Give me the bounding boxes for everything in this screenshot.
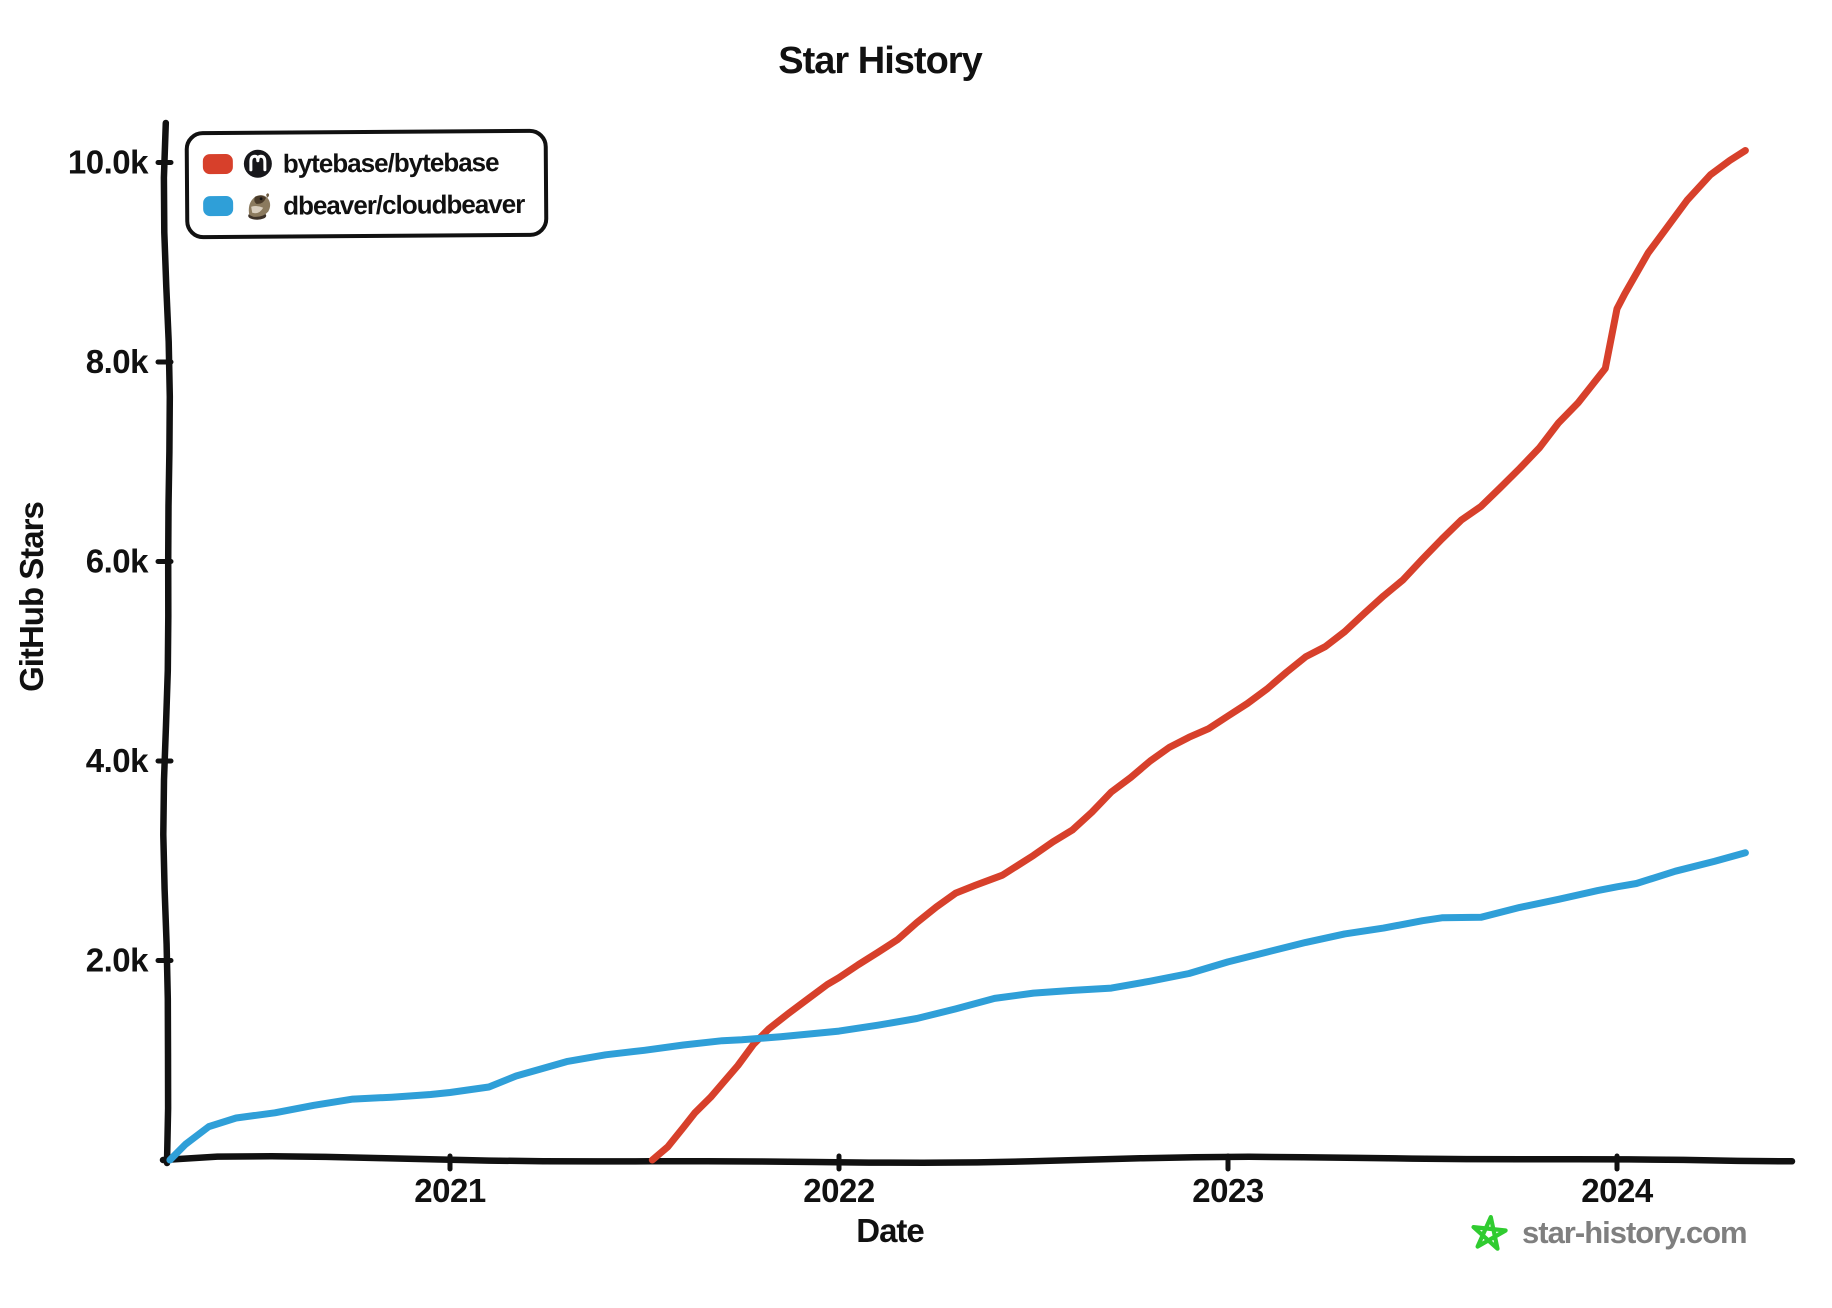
chart-title: Star History [778, 40, 982, 82]
x-axis-line [159, 1153, 1796, 1167]
y-tick-label: 4.0k [86, 742, 149, 779]
y-axis-label: GitHub Stars [13, 502, 50, 692]
legend-swatch-blue [203, 195, 234, 217]
watermark: star-history.com [1468, 1212, 1748, 1254]
series-line-bytebase [648, 147, 1749, 1164]
star-logo-path [1471, 1215, 1508, 1251]
y-tick-label: 8.0k [86, 343, 149, 380]
x-tick-label: 2024 [1581, 1172, 1654, 1209]
legend-box: bytebase/bytebase dbeaver/cloudbeaver [184, 128, 549, 240]
x-tick-label: 2021 [414, 1172, 486, 1209]
legend-swatch-red [202, 153, 233, 175]
star-logo-icon [1471, 1215, 1508, 1251]
y-tick-label: 6.0k [86, 543, 149, 580]
series-line-cloudbeaver [166, 849, 1749, 1164]
x-tick-label: 2023 [1192, 1172, 1264, 1209]
bytebase-avatar-icon [243, 149, 272, 178]
y-tick-label: 2.0k [86, 942, 149, 979]
y-axis-line [160, 119, 174, 1167]
legend-item-cloudbeaver: dbeaver/cloudbeaver [203, 185, 524, 225]
beaver-avatar-icon [248, 193, 271, 220]
y-tick-label: 10.0k [68, 144, 149, 181]
legend-label-bytebase: bytebase/bytebase [282, 146, 499, 179]
x-axis-label: Date [856, 1212, 925, 1249]
watermark-text: star-history.com [1522, 1215, 1748, 1250]
legend-item-bytebase: bytebase/bytebase [202, 143, 524, 183]
legend-label-cloudbeaver: dbeaver/cloudbeaver [283, 188, 525, 221]
x-tick-label: 2022 [803, 1172, 875, 1209]
